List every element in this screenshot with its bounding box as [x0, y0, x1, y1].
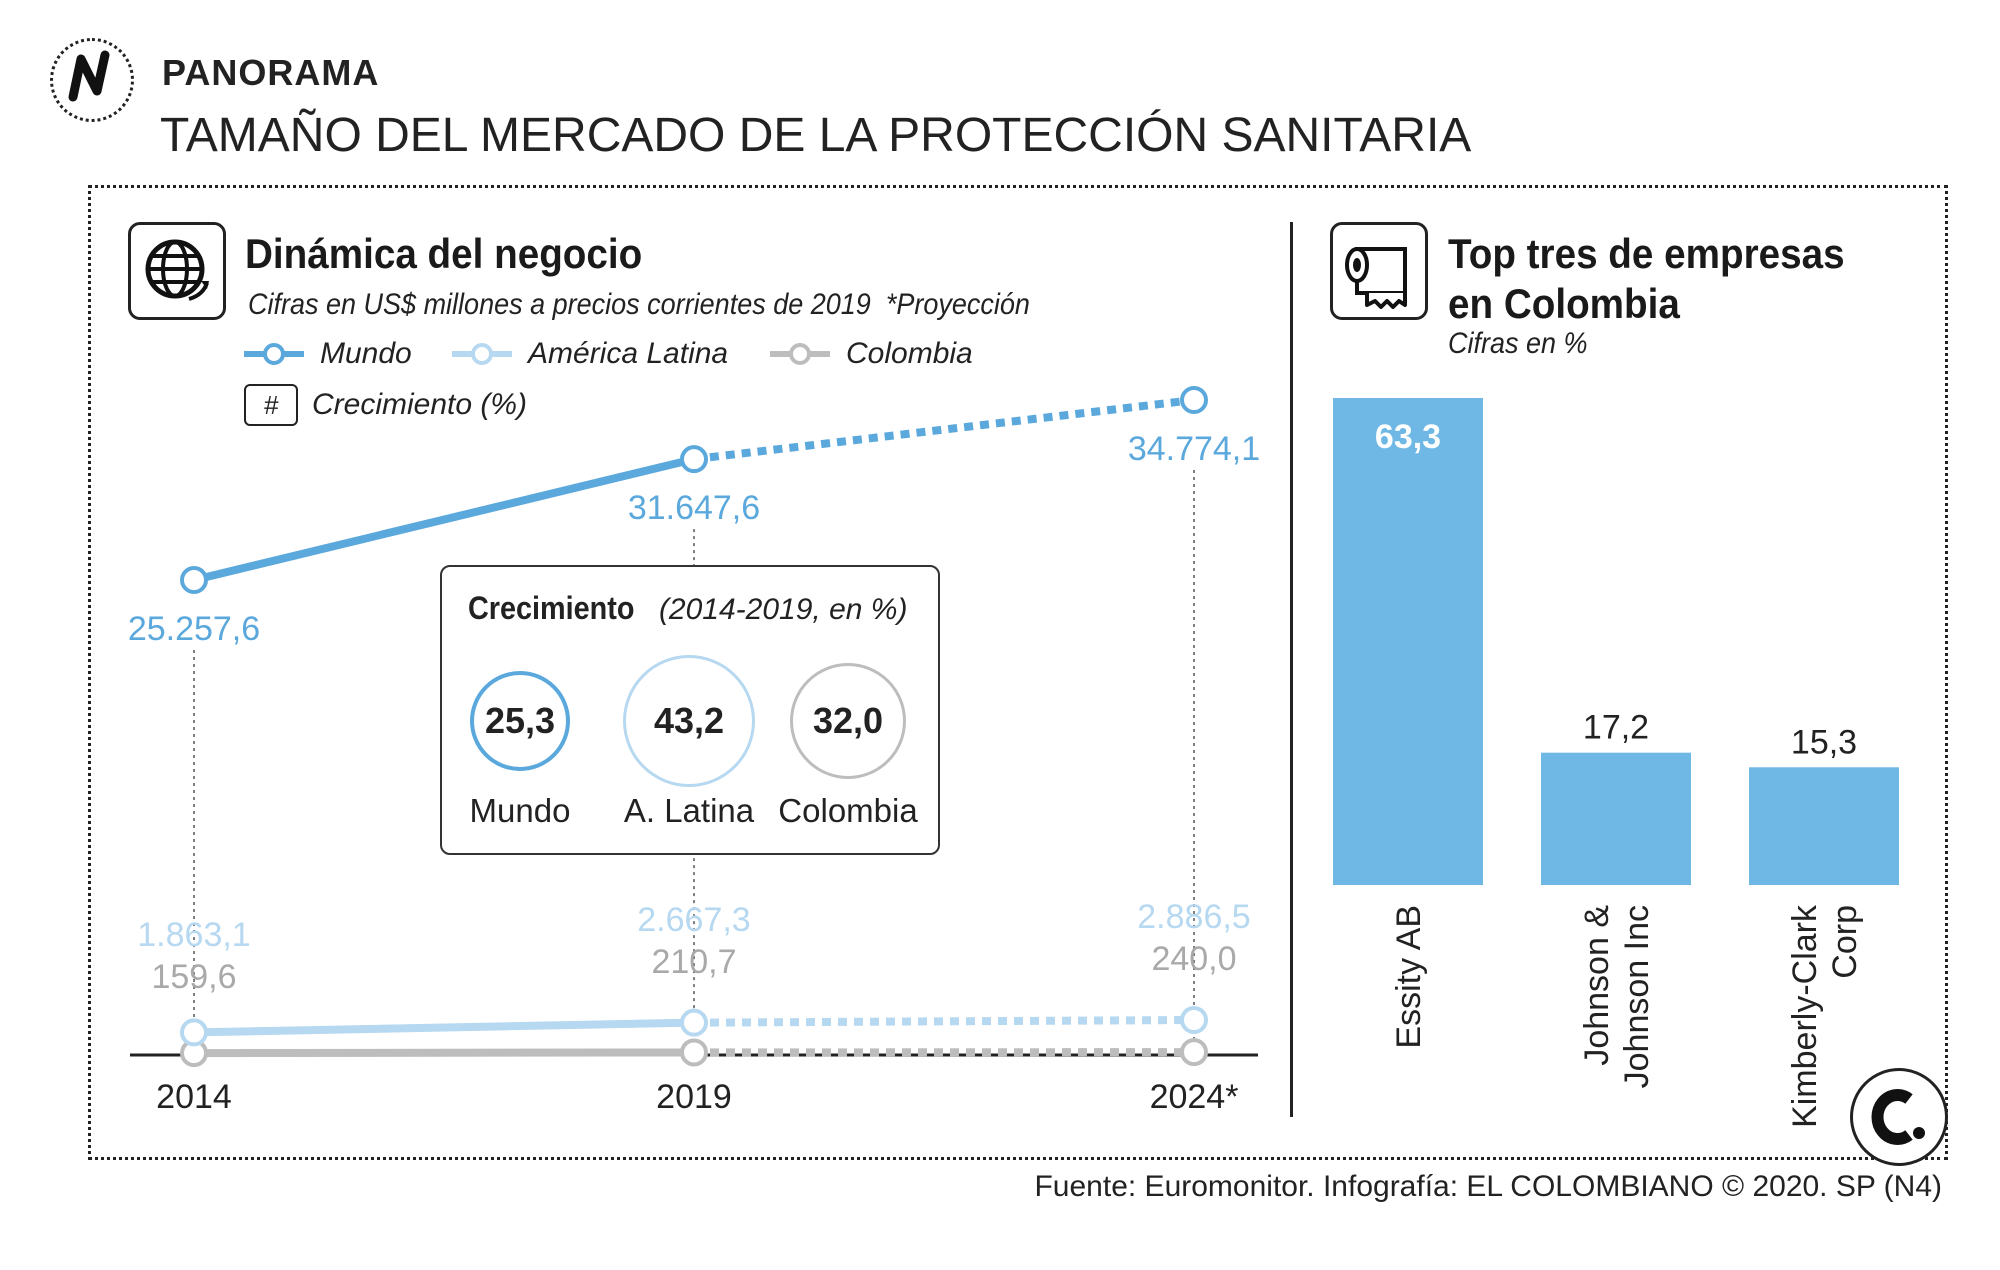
left-panel-title: Dinámica del negocio [245, 230, 643, 277]
data-label-america-latina-1: 2.667,3 [637, 901, 750, 939]
point-america-latina-0 [180, 1018, 208, 1047]
legend-colombia-marker-icon [770, 343, 830, 365]
growth-circle-colombia: 32,0 [790, 663, 906, 779]
projection-note: *Proyección [885, 288, 1030, 321]
data-label-mundo-2: 34.774,1 [1128, 430, 1260, 468]
right-panel-title-line1: Top tres de empresas [1448, 230, 1845, 277]
point-america-latina-2 [1180, 1006, 1208, 1034]
growth-circle-america-latina: 43,2 [623, 655, 755, 787]
left-panel-subtitle: Cifras en US$ millones a precios corrien… [248, 288, 1030, 322]
legend-growth: # Crecimiento (%) [244, 384, 528, 426]
x-tick-label-0: 2014 [156, 1078, 232, 1116]
legend-mundo-label: Mundo [320, 337, 412, 370]
legend-mundo-marker-icon [244, 343, 304, 365]
x-tick-label-2: 2024* [1150, 1078, 1239, 1116]
point-america-latina-1 [680, 1008, 708, 1037]
bar-value-label-2: 15,3 [1791, 723, 1857, 761]
point-colombia-1 [680, 1038, 708, 1067]
legend-colombia: Colombia [768, 334, 973, 374]
bar-value-label-1: 17,2 [1583, 709, 1649, 747]
data-label-mundo-0: 25.257,6 [128, 610, 260, 648]
bar-0 [1333, 398, 1483, 885]
data-label-colombia-1: 210,7 [651, 943, 736, 981]
point-colombia-2 [1180, 1038, 1208, 1067]
growth-label-mundo: Mundo [469, 792, 571, 829]
series-line-america-latina-actual [193, 1018, 695, 1037]
legend-america-latina-label: América Latina [528, 337, 729, 370]
growth-box-heading: Crecimiento [468, 590, 635, 626]
newspaper-n-logo [50, 38, 134, 122]
category-label-1-line-0: Johnson & [1578, 905, 1616, 1066]
category-label-1-line-1: Johnson Inc [1618, 905, 1656, 1088]
source-credit: Fuente: Euromonitor. Infografía: EL COLO… [1034, 1170, 1942, 1203]
data-label-mundo-1: 31.647,6 [628, 489, 760, 527]
right-panel-title-line2: en Colombia [1448, 280, 1680, 327]
units-note: Cifras en US$ millones a precios corrien… [248, 288, 871, 321]
toilet-paper-icon-box [1330, 222, 1428, 320]
series-line-mundo-actual [193, 455, 695, 584]
series-line-america-latina-projected [693, 1016, 1195, 1027]
series-line-colombia-actual [193, 1048, 695, 1058]
growth-box-title: Crecimiento (2014-2019, en %) [468, 590, 907, 627]
growth-label-america-latina: A. Latina [623, 792, 755, 829]
growth-box-period: (2014-2019, en %) [658, 593, 908, 626]
point-mundo-0 [180, 566, 208, 594]
series-line-mundo-projected [693, 396, 1195, 464]
growth-label-colombia: Colombia [778, 792, 918, 829]
x-tick-label-1: 2019 [656, 1078, 732, 1116]
bar-2 [1749, 767, 1899, 885]
category-label-2-line-0: Kimberly-Clark [1786, 904, 1824, 1128]
toilet-paper-icon [1345, 247, 1407, 309]
globe-icon [145, 239, 209, 301]
category-label-group-1: Johnson & Johnson Inc [1578, 905, 1656, 1089]
page-title: TAMAÑO DEL MERCADO DE LA PROTECCIÓN SANI… [160, 109, 1472, 162]
data-label-colombia-2: 240,0 [1151, 940, 1236, 978]
legend-colombia-label: Colombia [846, 337, 973, 370]
category-label-group-2: Kimberly-Clark Corp [1786, 904, 1864, 1128]
colombiano-c-logo-icon [1871, 1089, 1925, 1145]
growth-symbol-box: # [244, 384, 298, 426]
el-colombiano-logo [1850, 1068, 1948, 1166]
data-label-america-latina-0: 1.863,1 [137, 916, 250, 954]
legend-growth-label: Crecimiento (%) [312, 388, 528, 421]
legend-mundo: Mundo [242, 334, 412, 374]
bar-value-label-0: 63,3 [1375, 418, 1441, 456]
legend-america-latina-marker-icon [452, 343, 512, 365]
infographic-frame [88, 185, 1948, 1160]
right-panel-subtitle: Cifras en % [1448, 327, 1588, 360]
panel-divider [1290, 222, 1293, 1117]
category-label-0-line-0: Essity AB [1390, 905, 1428, 1049]
data-label-america-latina-2: 2.886,5 [1137, 898, 1250, 936]
category-label-2-line-1: Corp [1826, 905, 1864, 979]
point-mundo-1 [680, 445, 708, 474]
globe-icon-box [128, 222, 226, 320]
bar-1 [1541, 752, 1691, 885]
section-kicker: PANORAMA [162, 52, 380, 93]
point-mundo-2 [1180, 386, 1208, 414]
growth-circle-mundo: 25,3 [470, 671, 570, 771]
n-logo-icon [68, 50, 110, 102]
data-label-colombia-0: 159,6 [151, 958, 236, 996]
category-label-group-0: Essity AB [1390, 905, 1428, 1049]
legend-america-latina: América Latina [450, 334, 728, 374]
